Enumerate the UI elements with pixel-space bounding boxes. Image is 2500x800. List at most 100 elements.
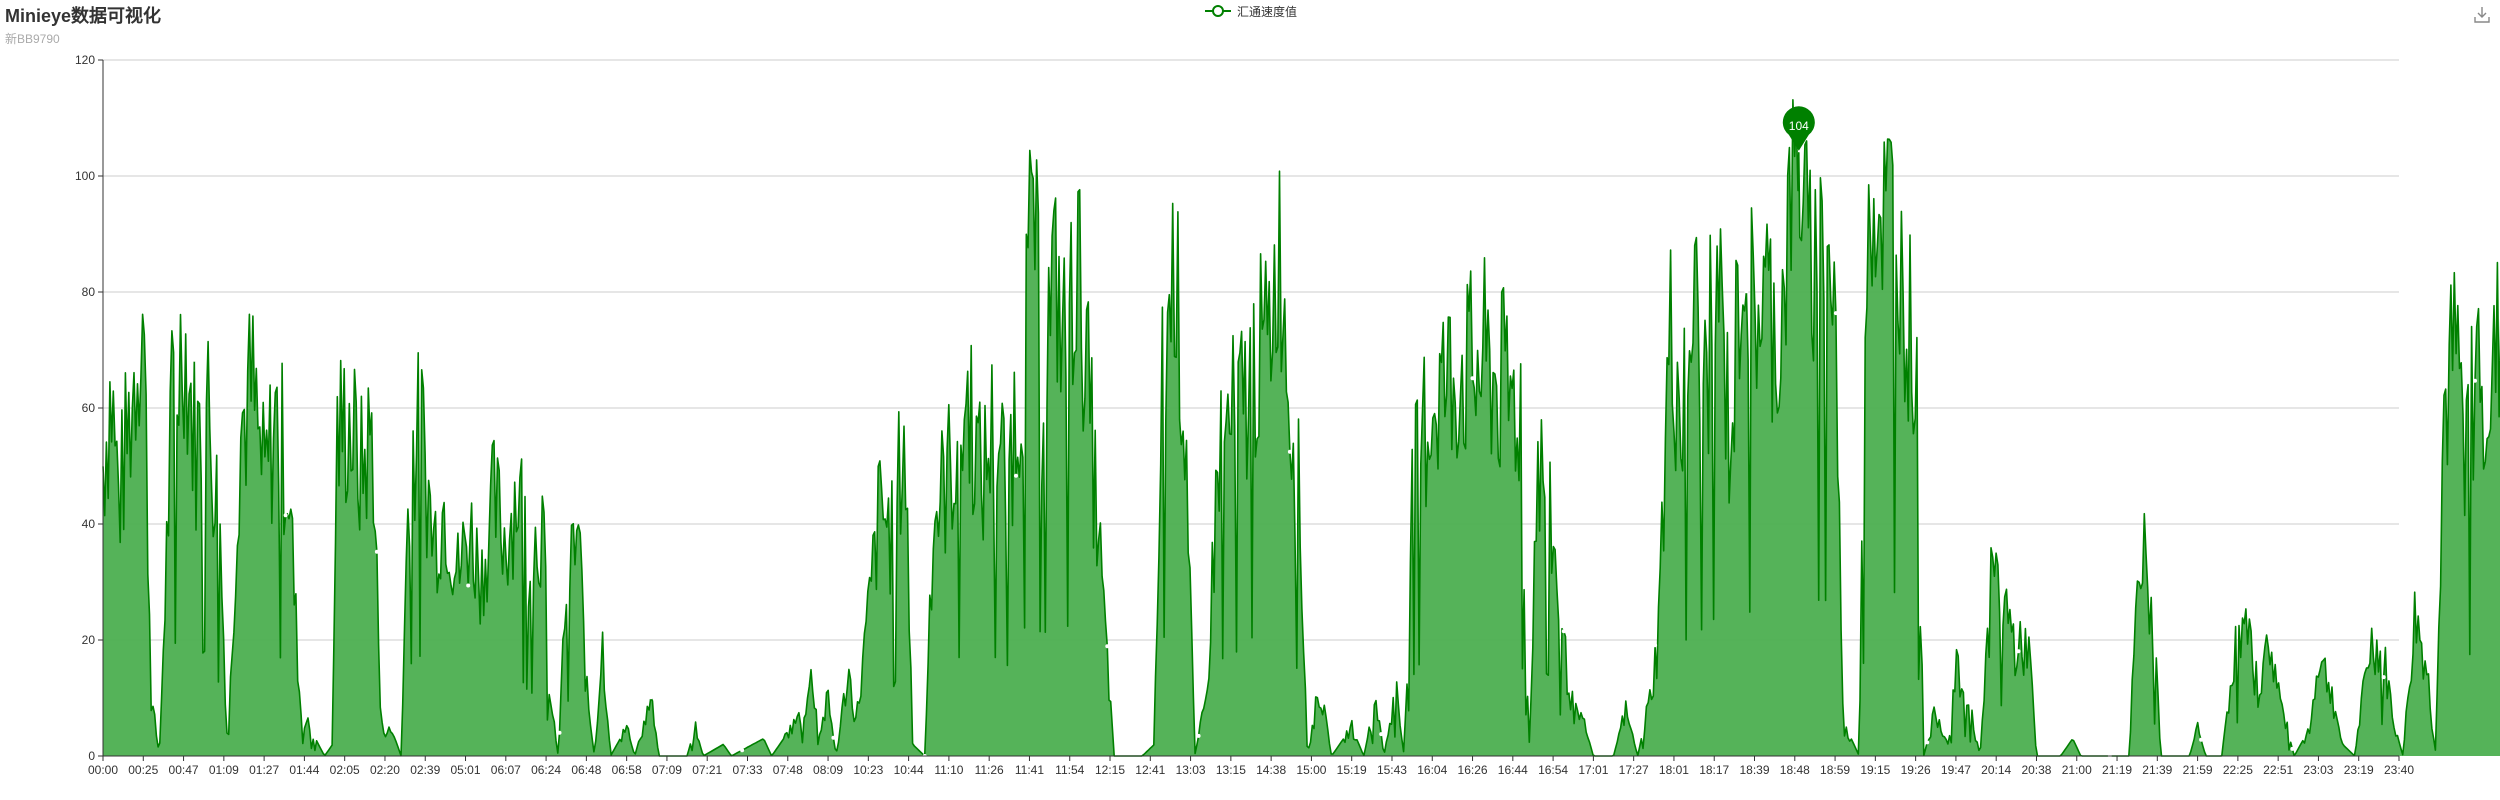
- x-tick-label: 21:19: [2102, 763, 2132, 777]
- x-tick-label: 15:19: [1337, 763, 1367, 777]
- x-tick-label: 02:20: [370, 763, 400, 777]
- x-tick-label: 01:09: [209, 763, 239, 777]
- x-tick-label: 21:00: [2062, 763, 2092, 777]
- y-tick-label: 20: [82, 633, 96, 647]
- data-point: [1925, 740, 1930, 745]
- data-point: [1833, 311, 1838, 316]
- data-point: [283, 513, 288, 518]
- x-tick-label: 16:54: [1538, 763, 1568, 777]
- x-tick-label: 18:48: [1780, 763, 1810, 777]
- x-tick-label: 00:00: [88, 763, 118, 777]
- x-tick-label: 06:07: [491, 763, 521, 777]
- x-tick-label: 19:47: [1941, 763, 1971, 777]
- x-tick-label: 17:27: [1619, 763, 1649, 777]
- data-point: [466, 583, 471, 588]
- x-tick-label: 18:17: [1699, 763, 1729, 777]
- x-tick-label: 23:40: [2384, 763, 2414, 777]
- x-tick-label: 07:48: [773, 763, 803, 777]
- data-point: [1744, 289, 1749, 294]
- x-tick-label: 00:25: [128, 763, 158, 777]
- data-point: [557, 730, 562, 735]
- data-point: [1653, 643, 1658, 648]
- x-tick-label: 12:41: [1135, 763, 1165, 777]
- x-tick-label: 16:26: [1458, 763, 1488, 777]
- x-tick-label: 12:15: [1095, 763, 1125, 777]
- x-tick-label: 10:23: [853, 763, 883, 777]
- x-tick-label: 11:10: [934, 763, 963, 777]
- data-point: [192, 357, 197, 362]
- data-point: [1561, 629, 1566, 634]
- chart-title: Minieye数据可视化: [5, 6, 162, 26]
- data-point: [1196, 733, 1201, 738]
- x-tick-label: 08:09: [813, 763, 843, 777]
- data-point: [740, 748, 745, 753]
- y-tick-label: 120: [75, 53, 95, 67]
- x-tick-label: 16:44: [1498, 763, 1528, 777]
- x-tick-label: 11:54: [1055, 763, 1084, 777]
- x-tick-label: 22:51: [2263, 763, 2293, 777]
- x-tick-label: 18:01: [1659, 763, 1689, 777]
- series-area: [103, 99, 2500, 756]
- x-tick-label: 20:38: [2021, 763, 2051, 777]
- download-icon[interactable]: [2473, 6, 2491, 24]
- x-tick-label: 06:48: [571, 763, 601, 777]
- x-tick-label: 06:58: [612, 763, 642, 777]
- x-tick-label: 13:15: [1216, 763, 1246, 777]
- x-tick-label: 02:05: [330, 763, 360, 777]
- data-point: [1105, 644, 1110, 649]
- x-tick-label: 07:21: [692, 763, 722, 777]
- x-tick-label: 15:00: [1296, 763, 1326, 777]
- x-tick-label: 13:03: [1176, 763, 1206, 777]
- y-tick-label: 80: [82, 285, 96, 299]
- x-tick-label: 16:04: [1417, 763, 1447, 777]
- chart-subtitle: 新BB9790: [5, 32, 60, 46]
- series-line: [102, 99, 2500, 757]
- x-tick-label: 05:01: [451, 763, 481, 777]
- data-point: [1379, 732, 1384, 737]
- x-tick-label: 19:15: [1860, 763, 1890, 777]
- x-tick-label: 21:59: [2183, 763, 2213, 777]
- x-tick-label: 23:19: [2344, 763, 2374, 777]
- x-tick-label: 00:47: [169, 763, 199, 777]
- y-tick-label: 40: [82, 517, 96, 531]
- data-point: [2290, 746, 2295, 751]
- legend-label: 汇通速度值: [1237, 4, 1298, 19]
- x-tick-label: 06:24: [531, 763, 561, 777]
- data-point: [2016, 649, 2021, 654]
- x-tick-label: 21:39: [2142, 763, 2172, 777]
- x-tick-label: 07:33: [732, 763, 762, 777]
- x-tick-label: 14:38: [1256, 763, 1286, 777]
- x-tick-label: 17:01: [1578, 763, 1608, 777]
- x-tick-label: 01:44: [289, 763, 319, 777]
- x-tick-label: 10:44: [894, 763, 924, 777]
- x-tick-label: 07:09: [652, 763, 682, 777]
- legend[interactable]: 汇通速度值: [1205, 2, 1297, 20]
- data-point: [831, 735, 836, 740]
- max-marker-label: 104: [1789, 119, 1809, 133]
- x-tick-label: 22:25: [2223, 763, 2253, 777]
- x-tick-label: 11:26: [975, 763, 1004, 777]
- data-point: [2473, 378, 2477, 383]
- legend-line-circle-icon: [1205, 5, 1231, 17]
- x-tick-label: 19:26: [1901, 763, 1931, 777]
- x-tick-label: 11:41: [1015, 763, 1044, 777]
- y-tick-label: 0: [88, 749, 95, 763]
- x-tick-label: 20:14: [1981, 763, 2011, 777]
- x-tick-label: 23:03: [2303, 763, 2333, 777]
- x-tick-label: 15:43: [1377, 763, 1407, 777]
- max-marker-pin: [1782, 106, 1815, 151]
- y-tick-label: 100: [75, 169, 95, 183]
- data-point: [1014, 473, 1018, 478]
- y-tick-label: 60: [82, 401, 96, 415]
- x-tick-label: 18:59: [1820, 763, 1850, 777]
- x-tick-label: 02:39: [410, 763, 440, 777]
- data-point: [1287, 449, 1292, 454]
- data-point: [2199, 737, 2204, 742]
- data-point: [2381, 675, 2386, 680]
- data-point: [1470, 376, 1475, 381]
- data-point: [374, 549, 379, 554]
- data-point: [648, 695, 653, 700]
- x-tick-label: 18:39: [1739, 763, 1769, 777]
- x-tick-label: 01:27: [249, 763, 279, 777]
